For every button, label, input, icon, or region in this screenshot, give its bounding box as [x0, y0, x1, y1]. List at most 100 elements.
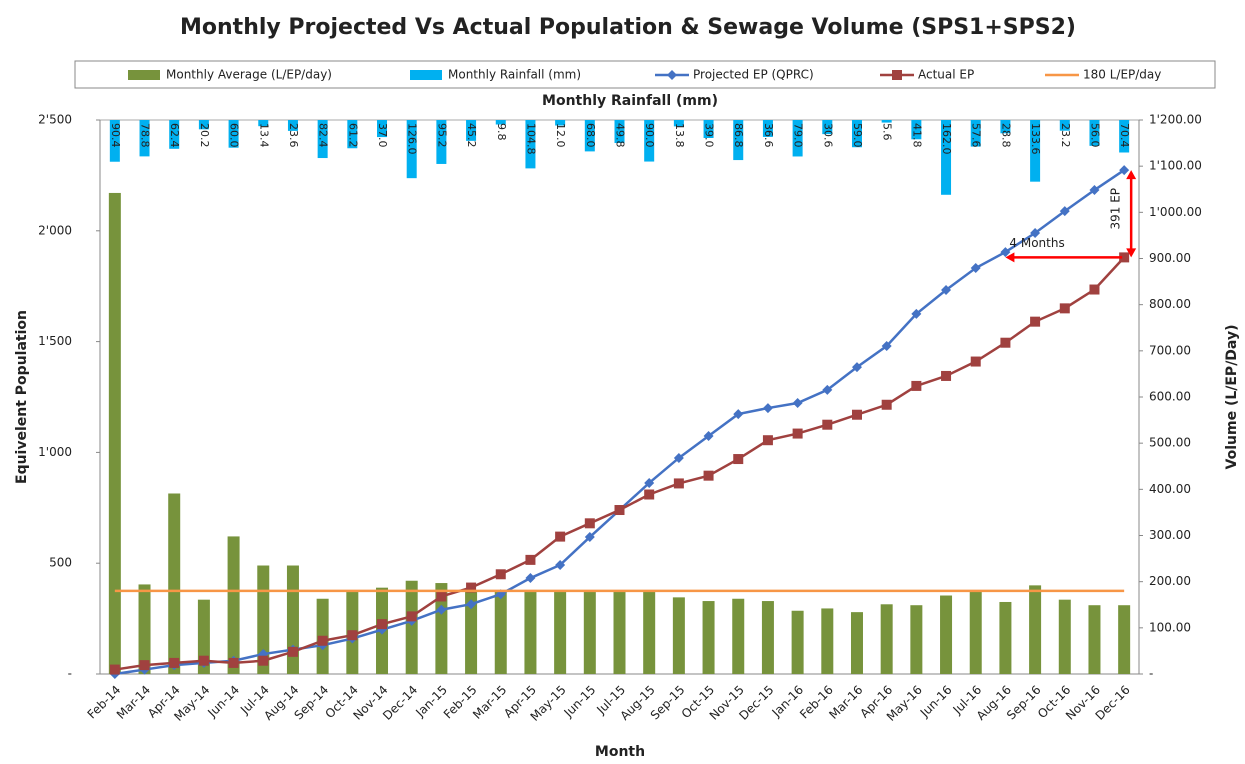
rain-axis-title: Monthly Rainfall (mm): [542, 93, 718, 109]
rain-label: 41.8: [910, 123, 923, 148]
legend-marker: [892, 70, 902, 80]
x-tick-label: Jun-14: [204, 683, 242, 721]
marker: [644, 489, 655, 500]
y2-tick-label: 100.00: [1149, 620, 1191, 634]
rain-label: 23.6: [287, 123, 300, 148]
marker: [169, 657, 180, 668]
x-tick-label: Jun-16: [917, 683, 955, 721]
bar: [910, 605, 923, 674]
x-tick-label: Mar-14: [114, 683, 153, 722]
annotation: 4 Months: [1009, 236, 1064, 250]
rain-bar: [317, 120, 328, 159]
marker: [851, 362, 862, 373]
marker: [1030, 228, 1041, 239]
legend-swatch: [410, 70, 442, 80]
rain-bar: [169, 120, 180, 149]
marker: [792, 428, 803, 439]
rain-label: 57.6: [970, 123, 983, 148]
rain-bar: [881, 120, 892, 123]
rain-bar: [198, 120, 209, 130]
rain-bar: [1089, 120, 1100, 146]
y2-tick-label: 1'200.00: [1149, 113, 1202, 127]
rain-bar: [1059, 120, 1070, 131]
rain-bar: [911, 120, 922, 140]
rain-bar: [347, 120, 358, 149]
rain-bar: [555, 120, 566, 126]
rain-label: 68.0: [584, 123, 597, 148]
y2-tick-label: 1'100.00: [1149, 159, 1202, 173]
arrow-head: [1126, 170, 1137, 258]
rain-label: 60.0: [228, 123, 241, 148]
rain-bar: [109, 120, 120, 162]
legend-label: Projected EP (QPRC): [693, 68, 814, 82]
marker: [792, 397, 803, 408]
y2-axis-title: Volume (L/EP/Day): [1224, 325, 1240, 470]
rain-bar: [466, 120, 477, 141]
rain-label: 162.0: [940, 123, 953, 155]
marker: [822, 419, 833, 430]
rain-label: 61.2: [346, 123, 359, 148]
marker: [555, 559, 566, 570]
rain-label: 9.8: [495, 123, 508, 141]
bar: [465, 589, 478, 674]
y2-tick-label: 600.00: [1149, 390, 1191, 404]
rain-bar: [258, 120, 269, 127]
marker: [1089, 185, 1100, 196]
rain-bar: [614, 120, 625, 143]
bar: [821, 608, 834, 674]
marker: [1089, 284, 1100, 295]
marker: [673, 452, 684, 463]
rain-bar: [525, 120, 536, 169]
x-tick-label: Jun-15: [561, 683, 599, 721]
marker: [287, 646, 298, 657]
bar: [643, 591, 656, 674]
rain-bar: [673, 120, 684, 127]
marker: [911, 308, 922, 319]
rain-bar: [792, 120, 803, 157]
rain-label: 90.4: [109, 123, 122, 148]
rain-label: 59.0: [851, 123, 864, 148]
legend-label: Actual EP: [918, 68, 974, 82]
marker: [495, 569, 506, 580]
rain-bar: [406, 120, 417, 179]
bar: [999, 601, 1012, 674]
marker: [733, 409, 744, 420]
marker: [584, 518, 595, 529]
marker: [822, 384, 833, 395]
marker: [198, 655, 209, 666]
marker: [1059, 206, 1070, 217]
rain-label: 30.6: [821, 123, 834, 148]
marker: [881, 399, 892, 410]
marker: [703, 470, 714, 481]
rain-bar: [1030, 120, 1041, 182]
x-tick-label: Mar-16: [826, 683, 865, 722]
marker: [1119, 165, 1130, 176]
marker: [941, 284, 952, 295]
rain-label: 70.4: [1118, 123, 1131, 148]
marker: [970, 263, 981, 274]
marker: [614, 505, 625, 516]
marker: [1059, 303, 1070, 314]
bar: [761, 601, 774, 674]
marker: [733, 454, 744, 465]
marker: [109, 664, 120, 675]
bar: [138, 584, 151, 674]
rain-label: 104.8: [524, 123, 537, 155]
bar: [1088, 605, 1101, 674]
rain-bar: [703, 120, 714, 139]
bar: [286, 565, 299, 674]
bar: [168, 493, 181, 674]
marker: [911, 380, 922, 391]
y2-tick-label: 1'000.00: [1149, 205, 1202, 219]
marker: [466, 599, 477, 610]
marker: [1030, 316, 1041, 327]
bar: [435, 583, 448, 674]
rain-bar: [495, 120, 506, 125]
rain-bar: [436, 120, 447, 164]
marker: [673, 478, 684, 489]
legend-label: Monthly Average (L/EP/day): [166, 68, 332, 82]
bar: [524, 589, 537, 674]
marker: [466, 582, 477, 593]
y2-tick-label: 800.00: [1149, 297, 1191, 311]
bar: [940, 595, 953, 674]
